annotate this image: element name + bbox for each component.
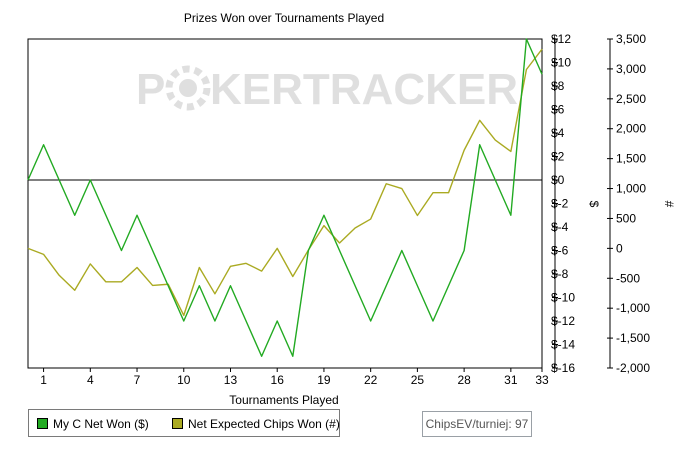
- pokertracker-watermark: P KERTRACKER: [136, 65, 518, 114]
- poker-chip-icon: [165, 65, 211, 111]
- y-dollar-tick-label: $-16: [551, 361, 575, 375]
- x-axis-label: Tournaments Played: [229, 393, 338, 407]
- series-line-net-won: [27, 38, 543, 357]
- y-dollar-tick-label: $-8: [551, 267, 569, 281]
- y-dollar-tick-label: $12: [551, 32, 571, 46]
- x-tick-label: 7: [134, 373, 141, 387]
- y-dollar-tick-label: $4: [551, 126, 565, 140]
- y-chips-tick-label: 1,000: [616, 182, 646, 196]
- legend-swatch-expected-chips: [172, 418, 183, 429]
- y-chips-tick-label: 2,000: [616, 122, 646, 136]
- y-axis-label-dollars: $: [587, 201, 601, 208]
- y-chips-tick-label: -2,000: [616, 361, 650, 375]
- x-tick-label: 19: [317, 373, 331, 387]
- y-chips-tick-label: 3,500: [616, 32, 646, 46]
- x-tick-label: 25: [411, 373, 425, 387]
- legend-label-net-won: My C Net Won ($): [53, 417, 149, 431]
- chart-title: Prizes Won over Tournaments Played: [184, 11, 384, 25]
- y-axis-label-chips: #: [662, 201, 676, 208]
- y-chips-tick-label: 3,000: [616, 62, 646, 76]
- y-dollar-tick-label: $-12: [551, 314, 575, 328]
- y-chips-tick-label: -1,500: [616, 331, 650, 345]
- watermark-text: KERTRACKER: [210, 65, 518, 114]
- y-chips-tick-label: -500: [616, 271, 640, 285]
- y-dollar-tick-label: $-6: [551, 244, 569, 258]
- y-chips-tick-label: 500: [616, 211, 636, 225]
- series-line-expected-chips: [27, 48, 543, 317]
- plot-area: [27, 38, 543, 369]
- y-dollar-tick-label: $-14: [551, 338, 575, 352]
- x-tick-label: 4: [87, 373, 94, 387]
- y-dollar-tick-label: $-2: [551, 197, 569, 211]
- x-tick-label: 28: [457, 373, 471, 387]
- x-tick-label: 33: [535, 373, 549, 387]
- x-tick-label: 16: [271, 373, 285, 387]
- watermark-letter-p: P: [136, 65, 165, 114]
- legend-item-expected-chips: Net Expected Chips Won (#): [172, 417, 340, 431]
- y-dollar-tick-label: $6: [551, 103, 565, 117]
- x-tick-label: 10: [177, 373, 191, 387]
- legend-swatch-net-won: [37, 418, 48, 429]
- x-tick-label: 13: [224, 373, 238, 387]
- y-chips-tick-label: -1,000: [616, 301, 650, 315]
- legend-item-net-won: My C Net Won ($): [37, 417, 149, 431]
- y-dollar-tick-label: $-10: [551, 291, 575, 305]
- y-chips-tick-label: 0: [616, 241, 623, 255]
- y-dollar-tick-label: $10: [551, 56, 571, 70]
- y-dollar-tick-label: $2: [551, 150, 565, 164]
- y-chips-tick-label: 2,500: [616, 92, 646, 106]
- x-tick-label: 22: [364, 373, 378, 387]
- x-tick-label: 31: [504, 373, 518, 387]
- legend-label-expected-chips: Net Expected Chips Won (#): [188, 417, 340, 431]
- chips-ev-badge: ChipsEV/turniej: 97: [422, 411, 532, 437]
- x-tick-label: 1: [40, 373, 47, 387]
- y-chips-tick-label: 1,500: [616, 152, 646, 166]
- y-dollar-tick-label: $0: [551, 173, 565, 187]
- legend: My C Net Won ($) Net Expected Chips Won …: [28, 409, 340, 437]
- y-dollar-tick-label: $-4: [551, 220, 569, 234]
- y-dollar-tick-label: $8: [551, 79, 565, 93]
